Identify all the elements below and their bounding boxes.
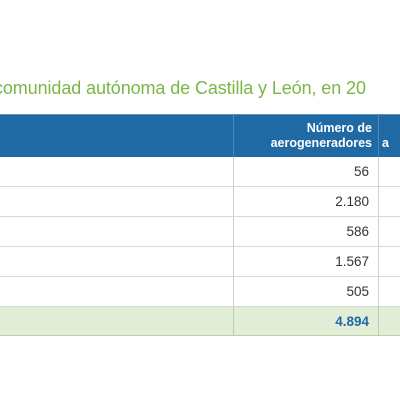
table-row: 505 xyxy=(0,277,400,307)
table-row: 1.567 xyxy=(0,247,400,277)
row-value: 56 xyxy=(353,164,369,179)
row-value: 586 xyxy=(346,224,369,239)
table-row: 2.180 xyxy=(0,187,400,217)
header-line-2: aerogeneradores xyxy=(270,136,372,150)
header-next-column: a xyxy=(382,136,389,150)
header-aerogeneradores: Número de aerogeneradores xyxy=(236,115,372,157)
table-row: 56 xyxy=(0,157,400,187)
header-line-1: Número de xyxy=(306,121,372,135)
table-title: comunidad autónoma de Castilla y León, e… xyxy=(0,78,366,98)
row-value: 1.567 xyxy=(335,254,369,269)
data-table: Número de aerogeneradores a 56 2.180 586 xyxy=(0,114,400,336)
total-value: 4.894 xyxy=(335,313,369,329)
header-divider xyxy=(233,115,234,157)
row-value: 505 xyxy=(346,284,369,299)
table-header: Número de aerogeneradores a xyxy=(0,114,400,157)
table-row: 586 xyxy=(0,217,400,247)
table-total-row: 4.894 xyxy=(0,307,400,336)
row-value: 2.180 xyxy=(335,194,369,209)
header-divider xyxy=(378,115,379,157)
